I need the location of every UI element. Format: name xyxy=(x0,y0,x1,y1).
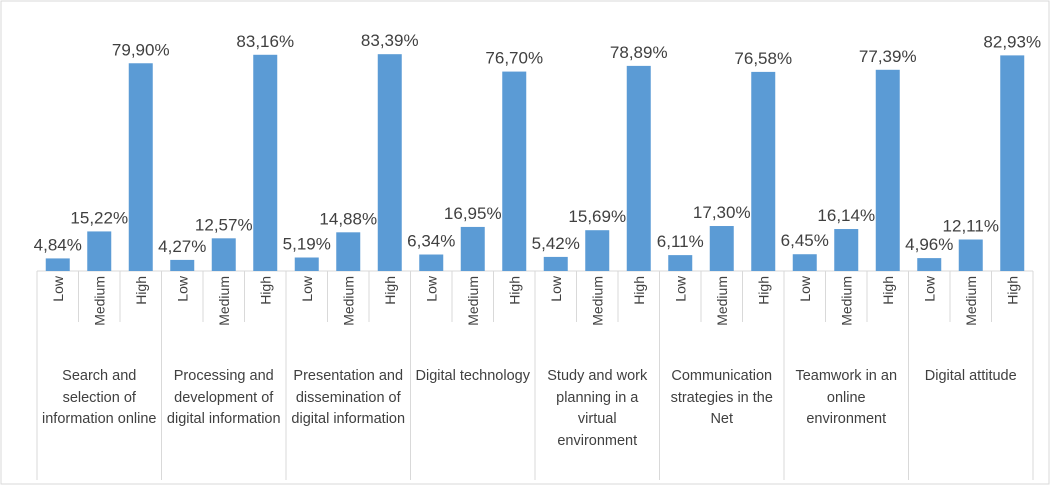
bar xyxy=(336,232,361,271)
bar xyxy=(170,259,195,271)
group-label: Study and work planning in a virtual env… xyxy=(547,368,648,449)
value-label: 4,27% xyxy=(158,237,206,256)
value-label: 17,30% xyxy=(693,203,751,222)
group-label: Presentation and dissemination of digita… xyxy=(291,368,406,427)
bar xyxy=(875,69,900,271)
value-label: 12,57% xyxy=(195,215,253,234)
group-label: Digital technology xyxy=(415,368,530,384)
bar xyxy=(253,54,278,272)
sub-label: High xyxy=(506,276,522,305)
group-label: Teamwork in an online environment xyxy=(795,368,898,427)
bar xyxy=(668,255,693,271)
value-label: 5,42% xyxy=(532,234,580,253)
sub-label: Medium xyxy=(340,276,356,326)
value-label: 6,45% xyxy=(781,231,829,250)
bar xyxy=(626,65,651,271)
sub-label: Low xyxy=(50,275,66,302)
bar xyxy=(834,229,859,271)
sub-label: High xyxy=(880,276,896,305)
bar xyxy=(128,63,153,272)
sub-label: Medium xyxy=(963,276,979,326)
bar xyxy=(917,258,942,271)
sub-label: High xyxy=(1004,276,1020,305)
sub-label: High xyxy=(755,276,771,305)
value-label: 83,39% xyxy=(361,31,419,50)
sub-label: High xyxy=(631,276,647,305)
sub-label: Medium xyxy=(714,276,730,326)
bar xyxy=(377,54,402,271)
bar xyxy=(211,238,236,271)
sub-label: High xyxy=(382,276,398,305)
sub-label: Low xyxy=(299,275,315,302)
value-label: 5,19% xyxy=(283,235,331,254)
value-label: 16,14% xyxy=(817,206,875,225)
value-label: 83,16% xyxy=(236,32,294,51)
bar xyxy=(958,239,983,271)
value-label: 76,70% xyxy=(485,49,543,68)
sub-label: Low xyxy=(797,275,813,302)
bar xyxy=(792,254,817,271)
bar xyxy=(1000,55,1025,271)
sub-label: Low xyxy=(423,275,439,302)
bar xyxy=(419,254,444,271)
value-label: 79,90% xyxy=(112,40,170,59)
value-label: 16,95% xyxy=(444,204,502,223)
sub-label: High xyxy=(257,276,273,305)
sub-label: Medium xyxy=(465,276,481,326)
bar xyxy=(502,71,527,271)
bar xyxy=(709,226,734,271)
sub-label: Low xyxy=(921,275,937,302)
value-label: 14,88% xyxy=(319,209,377,228)
group-label: Digital attitude xyxy=(924,368,1017,384)
value-label: 76,58% xyxy=(734,49,792,68)
value-label: 6,11% xyxy=(657,232,704,251)
sub-label: Medium xyxy=(91,276,107,326)
sub-label: Low xyxy=(174,275,190,302)
bar xyxy=(460,226,485,271)
value-label: 77,39% xyxy=(859,47,917,66)
value-label: 78,89% xyxy=(610,43,668,62)
sub-label: Medium xyxy=(838,276,854,326)
group-label: Processing and development of digital in… xyxy=(166,368,281,427)
bar xyxy=(87,231,112,271)
value-label: 4,84% xyxy=(34,235,82,254)
sub-label: High xyxy=(133,276,149,305)
value-label: 15,69% xyxy=(568,207,626,226)
sub-label: Low xyxy=(548,275,564,302)
bar xyxy=(585,230,610,271)
group-label: Search and selection of information onli… xyxy=(42,368,157,427)
bar xyxy=(751,71,776,271)
group-label: Communication strategies in the Net xyxy=(670,368,773,427)
value-label: 15,22% xyxy=(70,208,128,227)
sub-label: Medium xyxy=(589,276,605,326)
bar xyxy=(543,256,568,271)
value-label: 12,11% xyxy=(943,217,999,236)
value-label: 6,34% xyxy=(407,232,455,251)
bar xyxy=(294,257,319,271)
sub-label: Low xyxy=(672,275,688,302)
value-label: 4,96% xyxy=(905,235,953,254)
value-label: 82,93% xyxy=(983,32,1041,51)
bar xyxy=(45,258,70,271)
sub-label: Medium xyxy=(216,276,232,326)
